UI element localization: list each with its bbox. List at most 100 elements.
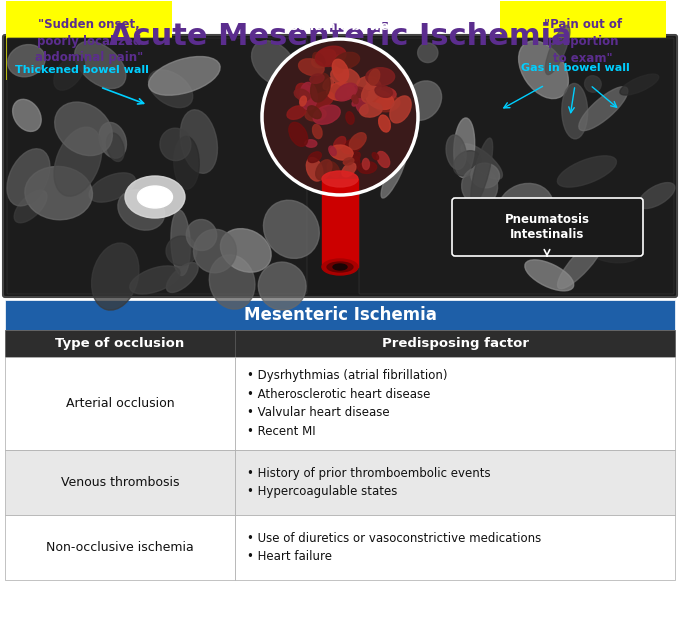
FancyBboxPatch shape — [359, 38, 674, 294]
Ellipse shape — [357, 76, 378, 90]
Ellipse shape — [333, 59, 349, 82]
Ellipse shape — [562, 83, 588, 139]
Ellipse shape — [306, 157, 323, 181]
Text: • History of prior thromboembolic events
• Hypercoagulable states: • History of prior thromboembolic events… — [247, 467, 491, 498]
Ellipse shape — [558, 156, 617, 187]
Text: Pneumatosis
Intestinalis: Pneumatosis Intestinalis — [505, 213, 590, 241]
Ellipse shape — [362, 158, 369, 170]
Text: "Sudden onset,
poorly localized
abdominal pain": "Sudden onset, poorly localized abdomina… — [35, 18, 143, 65]
Ellipse shape — [313, 53, 325, 67]
Text: Acute Mesenteric Ischemia: Acute Mesenteric Ischemia — [109, 22, 571, 51]
Ellipse shape — [347, 87, 368, 100]
Text: Ischemic bowel: Ischemic bowel — [286, 20, 394, 33]
Ellipse shape — [579, 87, 628, 131]
Ellipse shape — [263, 200, 320, 258]
Ellipse shape — [498, 184, 553, 232]
Ellipse shape — [335, 83, 357, 101]
FancyBboxPatch shape — [452, 198, 643, 256]
Circle shape — [262, 39, 418, 195]
Ellipse shape — [404, 81, 441, 120]
Ellipse shape — [92, 243, 139, 310]
Ellipse shape — [585, 76, 601, 92]
FancyBboxPatch shape — [5, 330, 235, 357]
Ellipse shape — [362, 81, 381, 102]
Ellipse shape — [333, 264, 347, 270]
Ellipse shape — [525, 260, 574, 291]
Ellipse shape — [186, 220, 217, 250]
Ellipse shape — [316, 46, 346, 67]
Ellipse shape — [258, 262, 306, 310]
FancyBboxPatch shape — [5, 515, 235, 580]
Ellipse shape — [328, 146, 336, 156]
Ellipse shape — [25, 166, 92, 220]
Text: Non-occlusive ischemia: Non-occlusive ischemia — [46, 541, 194, 554]
Ellipse shape — [305, 140, 317, 147]
Ellipse shape — [307, 106, 321, 119]
Ellipse shape — [367, 77, 373, 86]
Ellipse shape — [418, 43, 438, 63]
Ellipse shape — [125, 176, 185, 218]
Ellipse shape — [130, 266, 180, 294]
Ellipse shape — [7, 149, 50, 206]
Ellipse shape — [372, 152, 379, 160]
Ellipse shape — [299, 58, 324, 76]
Ellipse shape — [307, 94, 313, 102]
Text: Predisposing factor: Predisposing factor — [381, 337, 528, 350]
Ellipse shape — [373, 82, 417, 138]
Ellipse shape — [316, 160, 332, 180]
Ellipse shape — [327, 162, 339, 177]
Text: Gas in bowel wall: Gas in bowel wall — [521, 63, 630, 73]
Ellipse shape — [305, 108, 326, 121]
Ellipse shape — [54, 127, 102, 196]
Ellipse shape — [375, 86, 392, 97]
FancyBboxPatch shape — [5, 357, 235, 450]
Ellipse shape — [54, 102, 112, 156]
Ellipse shape — [343, 157, 354, 165]
Ellipse shape — [209, 255, 255, 309]
Ellipse shape — [300, 96, 307, 106]
FancyBboxPatch shape — [235, 450, 675, 515]
Ellipse shape — [454, 118, 475, 177]
Ellipse shape — [390, 96, 411, 123]
Ellipse shape — [571, 214, 613, 244]
Text: Type of occlusion: Type of occlusion — [55, 337, 185, 350]
Ellipse shape — [446, 135, 466, 170]
Text: • Dysrhythmias (atrial fibrillation)
• Atherosclerotic heart disease
• Valvular : • Dysrhythmias (atrial fibrillation) • A… — [247, 369, 447, 438]
Ellipse shape — [194, 229, 237, 273]
Ellipse shape — [330, 67, 360, 87]
FancyBboxPatch shape — [7, 38, 307, 294]
Text: Arterial occlusion: Arterial occlusion — [66, 397, 174, 410]
Ellipse shape — [545, 25, 570, 74]
Ellipse shape — [160, 128, 191, 161]
Ellipse shape — [356, 98, 368, 114]
Ellipse shape — [524, 201, 545, 218]
Ellipse shape — [220, 229, 271, 272]
Ellipse shape — [166, 236, 197, 265]
Ellipse shape — [148, 70, 192, 107]
Ellipse shape — [471, 163, 500, 188]
Ellipse shape — [586, 236, 641, 263]
Ellipse shape — [353, 152, 360, 161]
Ellipse shape — [308, 152, 322, 163]
Ellipse shape — [171, 210, 190, 276]
Ellipse shape — [365, 114, 404, 134]
Ellipse shape — [311, 73, 330, 102]
FancyBboxPatch shape — [235, 330, 675, 357]
Ellipse shape — [369, 69, 379, 85]
Ellipse shape — [313, 105, 340, 124]
Ellipse shape — [335, 52, 360, 69]
Ellipse shape — [342, 163, 356, 177]
Ellipse shape — [352, 95, 358, 104]
Ellipse shape — [287, 106, 306, 119]
Text: Venous thrombosis: Venous thrombosis — [61, 476, 180, 489]
Ellipse shape — [377, 151, 390, 168]
Ellipse shape — [346, 112, 354, 124]
Ellipse shape — [148, 57, 220, 95]
Ellipse shape — [300, 83, 317, 110]
Ellipse shape — [558, 236, 605, 289]
Ellipse shape — [323, 78, 334, 90]
Ellipse shape — [13, 99, 41, 131]
Ellipse shape — [360, 91, 402, 140]
Ellipse shape — [350, 133, 366, 150]
Ellipse shape — [528, 205, 592, 246]
